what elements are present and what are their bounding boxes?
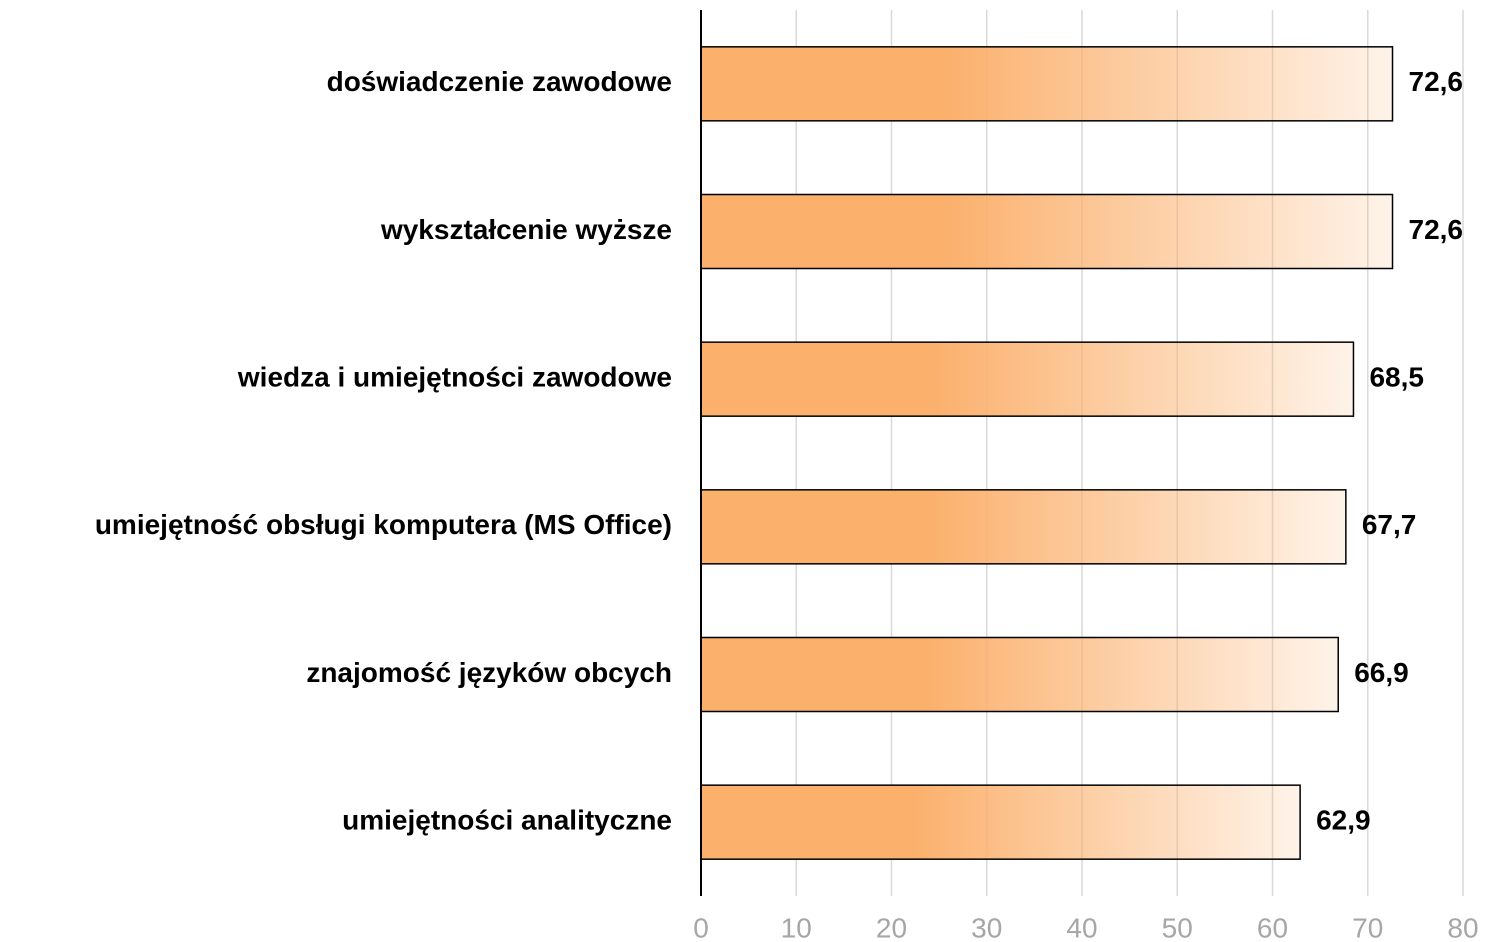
bar bbox=[700, 46, 1394, 122]
value-label: 72,6 bbox=[1409, 214, 1464, 245]
value-label: 62,9 bbox=[1316, 805, 1371, 836]
category-label: umiejętności analityczne bbox=[342, 805, 672, 836]
x-tick-label: 70 bbox=[1352, 912, 1383, 942]
x-tick-label: 80 bbox=[1447, 912, 1478, 942]
x-tick-label: 60 bbox=[1257, 912, 1288, 942]
category-label: umiejętność obsługi komputera (MS Office… bbox=[95, 509, 672, 540]
x-tick-label: 40 bbox=[1066, 912, 1097, 942]
bar bbox=[700, 636, 1339, 713]
bar bbox=[700, 341, 1355, 417]
x-tick-label: 10 bbox=[781, 912, 812, 942]
category-label: znajomość języków obcych bbox=[306, 657, 672, 688]
bar bbox=[700, 489, 1347, 565]
x-tick-label: 20 bbox=[876, 912, 907, 942]
category-label: doświadczenie zawodowe bbox=[327, 66, 672, 97]
category-label: wykształcenie wyższe bbox=[380, 214, 672, 245]
bar bbox=[700, 784, 1301, 860]
value-label: 66,9 bbox=[1354, 657, 1409, 688]
x-tick-label: 30 bbox=[971, 912, 1002, 942]
x-tick-label: 50 bbox=[1162, 912, 1193, 942]
x-tick-label: 0 bbox=[693, 912, 709, 942]
bar bbox=[700, 193, 1394, 270]
value-label: 68,5 bbox=[1369, 362, 1424, 393]
category-label: wiedza i umiejętności zawodowe bbox=[237, 362, 672, 393]
value-label: 67,7 bbox=[1362, 509, 1417, 540]
value-label: 72,6 bbox=[1409, 66, 1464, 97]
